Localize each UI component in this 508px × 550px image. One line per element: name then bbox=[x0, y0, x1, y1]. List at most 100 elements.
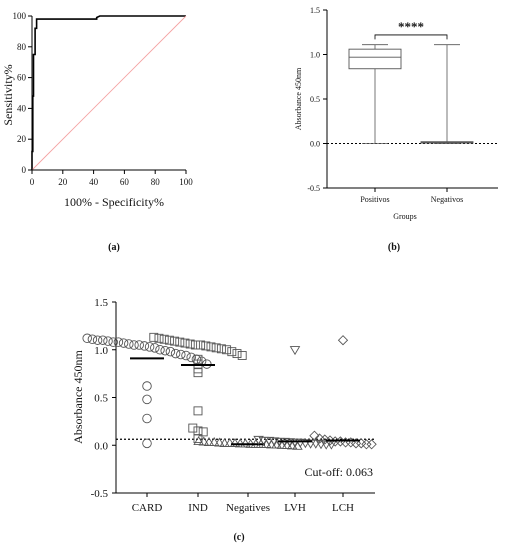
panel-b-box-plot: -0.5 0.0 0.5 1.0 1.5 Positivos Negativos ****… bbox=[294, 6, 498, 253]
c-data-point bbox=[286, 440, 298, 450]
a-x-tick-label: 20 bbox=[58, 177, 68, 187]
c-data-point bbox=[305, 439, 316, 449]
panel-c-scatter-plot: -0.50.00.51.01.5 CARD IND Negatives LVH LCH … bbox=[71, 297, 377, 543]
c-plot-area bbox=[82, 332, 377, 450]
a-x-tick-label: 0 bbox=[30, 177, 35, 187]
c-y-tick-label: 0.5 bbox=[94, 393, 108, 405]
c-data-point bbox=[193, 434, 203, 444]
c-data-point bbox=[165, 346, 176, 357]
b-x-tick-label: Negativos bbox=[431, 195, 463, 204]
panel-label-a: (a) bbox=[108, 242, 120, 253]
a-x-tick-label: 80 bbox=[151, 177, 161, 187]
panel-a-roc-chart: 0 20 40 60 80 100 0 20 40 60 80 100 100% - Specifi… bbox=[1, 11, 193, 253]
c-data-point bbox=[198, 427, 208, 437]
c-data-point bbox=[234, 438, 246, 448]
a-y-tick-label: 20 bbox=[17, 134, 27, 144]
b-box-positivos bbox=[348, 44, 402, 144]
c-data-point bbox=[170, 348, 181, 359]
c-data-point bbox=[350, 438, 362, 449]
a-x-tick-label: 100 bbox=[179, 177, 193, 187]
c-y-tick-label: -0.5 bbox=[91, 488, 109, 500]
b-y-tick-label: 1.5 bbox=[310, 6, 320, 15]
c-data-point bbox=[198, 436, 210, 446]
b-y-tick-label: 0.5 bbox=[310, 95, 320, 104]
c-data-point bbox=[87, 334, 98, 344]
c-data-point bbox=[180, 338, 190, 348]
c-data-point bbox=[113, 337, 124, 347]
c-data-point bbox=[211, 343, 221, 353]
a-x-ticks: 0 20 40 60 80 100 bbox=[30, 170, 193, 187]
b-box-negativos bbox=[420, 44, 474, 144]
b-y-axis-label: Absorbance 450nm bbox=[294, 67, 303, 130]
b-plot-area bbox=[327, 34, 498, 144]
c-data-point bbox=[159, 334, 169, 344]
b-x-axis-label: Groups bbox=[393, 212, 417, 221]
c-data-point bbox=[150, 343, 160, 353]
a-y-tick-label: 40 bbox=[17, 103, 27, 113]
a-y-tick-label: 100 bbox=[13, 11, 27, 21]
panel-label-b: (b) bbox=[388, 242, 400, 253]
c-data-point bbox=[366, 439, 377, 450]
c-data-point bbox=[222, 345, 232, 355]
c-x-tick-label: LVH bbox=[284, 502, 306, 514]
c-y-ticks: -0.5 0.0 0.5 1.0 1.5 bbox=[91, 297, 116, 500]
c-data-point bbox=[229, 437, 241, 447]
c-data-point bbox=[289, 346, 301, 356]
c-data-point bbox=[92, 335, 103, 345]
c-data-point bbox=[144, 342, 155, 352]
c-data-point bbox=[206, 342, 216, 352]
c-data-point bbox=[154, 333, 164, 343]
b-x-tick-label: Positivos bbox=[360, 195, 389, 204]
c-data-point bbox=[201, 341, 211, 351]
c-x-tick-label: CARD bbox=[132, 502, 163, 514]
c-data-point bbox=[216, 344, 226, 354]
c-data-point bbox=[193, 406, 203, 416]
c-data-point bbox=[149, 332, 159, 342]
c-x-tick-label: IND bbox=[188, 502, 208, 514]
c-y-tick-label: 0.0 bbox=[94, 440, 108, 452]
a-y-tick-label: 80 bbox=[17, 42, 27, 52]
b-y-ticks: -0.5 0.0 0.5 1.0 1.5 bbox=[307, 6, 327, 193]
b-significance-bracket bbox=[374, 34, 448, 40]
a-plot-area bbox=[31, 15, 187, 171]
c-data-point bbox=[188, 423, 198, 433]
a-y-tick-label: 0 bbox=[22, 165, 27, 175]
c-data-point bbox=[155, 345, 165, 355]
c-data-point bbox=[190, 340, 200, 350]
c-data-point bbox=[164, 335, 174, 345]
a-x-axis-label: 100% - Specificity% bbox=[64, 195, 164, 209]
a-y-tick-label: 60 bbox=[17, 73, 27, 83]
c-data-point bbox=[337, 335, 349, 346]
c-x-ticks: CARD IND Negatives LVH LCH bbox=[132, 493, 354, 514]
c-data-point bbox=[139, 341, 150, 351]
c-data-point bbox=[108, 337, 118, 347]
c-data-point bbox=[224, 437, 236, 447]
b-box-body bbox=[348, 48, 402, 70]
c-data-point bbox=[142, 413, 152, 424]
c-data-point bbox=[186, 352, 196, 363]
c-y-tick-label: 1.5 bbox=[94, 297, 108, 309]
c-y-axis-label: Absorbance 450nm bbox=[71, 350, 85, 444]
c-data-point bbox=[281, 439, 293, 449]
c-data-point bbox=[124, 339, 134, 349]
a-x-tick-label: 40 bbox=[89, 177, 99, 187]
c-group-lch bbox=[309, 335, 377, 450]
a-x-tick-label: 60 bbox=[120, 177, 130, 187]
b-x-ticks: Positivos Negativos bbox=[360, 188, 463, 204]
c-data-point bbox=[170, 336, 180, 346]
c-data-point bbox=[227, 347, 237, 357]
c-data-point bbox=[361, 439, 372, 450]
c-data-point bbox=[142, 394, 152, 405]
b-y-tick-label: 0.0 bbox=[310, 140, 320, 149]
c-data-point bbox=[191, 354, 202, 365]
a-roc-curve bbox=[31, 15, 186, 170]
c-data-point bbox=[134, 340, 144, 350]
c-data-point bbox=[118, 338, 129, 348]
c-data-point bbox=[98, 335, 108, 345]
c-group-card bbox=[82, 333, 212, 449]
b-y-tick-label: -0.5 bbox=[307, 184, 320, 193]
c-data-point bbox=[289, 438, 301, 448]
a-y-ticks: 0 20 40 60 80 100 bbox=[13, 11, 32, 175]
c-data-point bbox=[232, 349, 242, 359]
b-y-tick-label: 1.0 bbox=[310, 51, 320, 60]
